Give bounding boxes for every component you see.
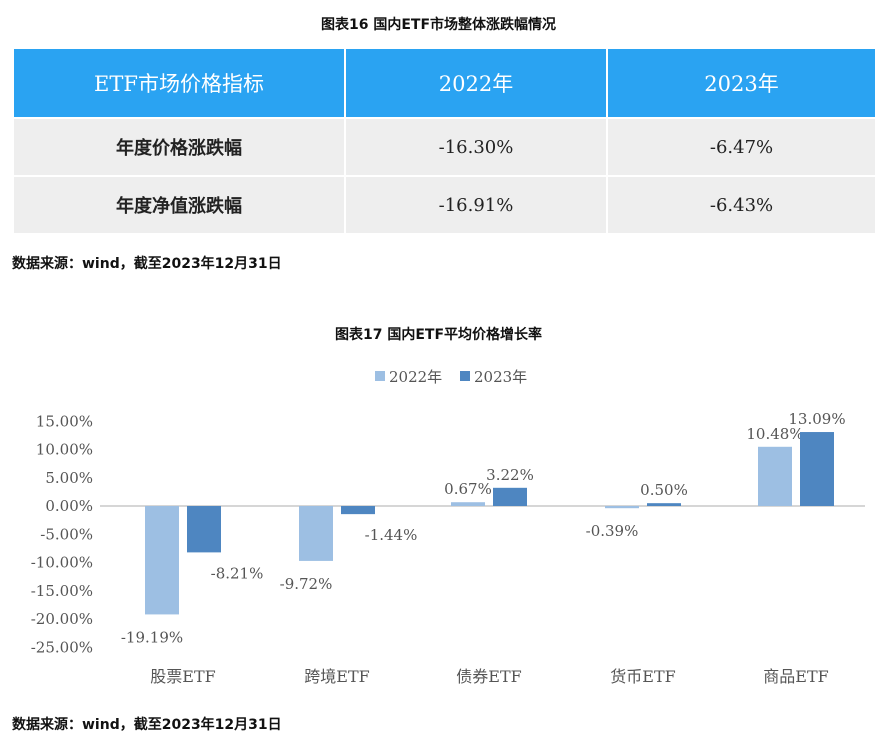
bar-2023 xyxy=(341,506,375,515)
y-tick-label: 10.00% xyxy=(36,441,93,459)
y-tick-label: 15.00% xyxy=(36,412,93,430)
row-label: 年度净值涨跌幅 xyxy=(14,175,346,233)
bar-2022 xyxy=(758,446,792,506)
data-label: 3.22% xyxy=(486,466,534,484)
bar-2023 xyxy=(800,432,834,506)
data-label: -8.21% xyxy=(211,564,264,582)
chart-caption: 图表17 国内ETF平均价格增长率 xyxy=(334,327,543,343)
y-tick-label: 5.00% xyxy=(45,469,93,487)
x-category-label: 商品ETF xyxy=(763,667,828,686)
data-label: -19.19% xyxy=(121,628,183,646)
data-label: -1.44% xyxy=(365,526,418,544)
bar-2023 xyxy=(647,503,681,506)
data-label: -9.72% xyxy=(280,575,333,593)
y-tick-label: 0.00% xyxy=(45,497,93,515)
bar-2023 xyxy=(493,487,527,506)
data-label: 0.50% xyxy=(640,481,688,499)
legend-swatch-1 xyxy=(460,371,470,381)
x-category-label: 债券ETF xyxy=(456,667,521,686)
data-label: 13.09% xyxy=(788,410,845,428)
table-source-note: 数据来源：wind，截至2023年12月31日 xyxy=(12,256,282,272)
chart-source-note: 数据来源：wind，截至2023年12月31日 xyxy=(12,717,282,733)
x-category-label: 股票ETF xyxy=(150,667,215,686)
data-label: 10.48% xyxy=(746,425,803,443)
cell-2023: -6.43% xyxy=(607,175,875,233)
data-label: -0.39% xyxy=(586,522,639,540)
x-category-label: 货币ETF xyxy=(610,667,675,686)
etf-growth-bar-chart: 2022年 2023年 15.00% 10.00% 5.00% 0.00% -5.00% -1… xyxy=(31,368,865,686)
bar-2023 xyxy=(187,506,221,553)
legend-label-0: 2022年 xyxy=(389,368,442,386)
y-tick-label: -10.00% xyxy=(31,554,93,572)
bar-2022 xyxy=(605,506,639,509)
etf-price-change-table: ETF市场价格指标 2022年 2023年 年度价格涨跌幅 -16.30% -6… xyxy=(14,49,875,233)
table-header-row: ETF市场价格指标 2022年 2023年 xyxy=(14,49,875,118)
data-label: 0.67% xyxy=(444,480,492,498)
y-tick-label: -15.00% xyxy=(31,582,93,600)
y-tick-label: -25.00% xyxy=(31,638,93,656)
y-tick-label: -20.00% xyxy=(31,610,93,628)
cell-2022: -16.30% xyxy=(345,117,608,176)
y-tick-label: -5.00% xyxy=(40,525,93,543)
cell-2022: -16.91% xyxy=(345,175,608,233)
header-2022: 2022年 xyxy=(345,49,608,118)
cell-2023: -6.47% xyxy=(607,117,875,176)
bar-2022 xyxy=(299,506,333,561)
header-indicator: ETF市场价格指标 xyxy=(14,49,346,118)
bar-2022 xyxy=(451,502,485,506)
x-category-label: 跨境ETF xyxy=(304,667,369,686)
table-row: 年度净值涨跌幅 -16.91% -6.43% xyxy=(14,175,875,233)
bar-2022 xyxy=(145,506,179,615)
legend-swatch-0 xyxy=(375,371,385,381)
header-2023: 2023年 xyxy=(607,49,875,118)
table-row: 年度价格涨跌幅 -16.30% -6.47% xyxy=(14,117,875,176)
legend-label-1: 2023年 xyxy=(474,368,527,386)
row-label: 年度价格涨跌幅 xyxy=(14,117,346,176)
table-caption: 图表16 国内ETF市场整体涨跌幅情况 xyxy=(320,17,557,33)
